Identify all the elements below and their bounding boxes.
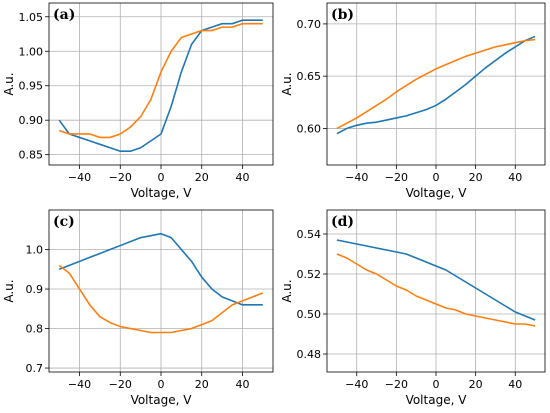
panel-label: (b) [331, 7, 354, 23]
x-tick-label: −20 [385, 378, 408, 391]
series-line [336, 239, 536, 321]
series-line [336, 253, 536, 327]
chart-panel: −40 −20 0 20 40 0.85 0.90 0.95 1.00 1.05 Voltage, … [2, 2, 274, 200]
series-line [58, 232, 263, 306]
x-tick-label: −40 [345, 171, 368, 184]
y-axis-label: A.u. [2, 72, 16, 95]
x-tick-label: −20 [109, 378, 132, 391]
x-tick-label: −40 [68, 378, 91, 391]
series-line [336, 35, 536, 135]
x-tick-label: −40 [345, 378, 368, 391]
x-tick-label: 40 [508, 171, 522, 184]
x-tick-label: 0 [433, 378, 440, 391]
x-tick-label: 0 [158, 171, 165, 184]
y-axis-label: A.u. [280, 279, 294, 302]
x-tick-label: 40 [235, 378, 249, 391]
series-line [336, 38, 536, 130]
y-tick-label: 0.85 [19, 149, 44, 162]
x-tick-label: −40 [68, 171, 91, 184]
y-tick-label: 0.7 [26, 362, 44, 375]
y-tick-label: 1.0 [26, 244, 44, 257]
panel-label: (a) [53, 7, 75, 23]
x-tick-label: 0 [433, 171, 440, 184]
y-tick-label: 0.65 [297, 70, 322, 83]
x-axis-label: Voltage, V [406, 393, 468, 407]
series-line [58, 22, 263, 139]
chart-panel: −40 −20 0 20 40 0.7 0.8 0.9 1.0 Voltage, V A.u. (c) [2, 209, 274, 407]
x-tick-label: 20 [195, 171, 209, 184]
x-tick-label: −20 [385, 171, 408, 184]
x-tick-label: 40 [508, 378, 522, 391]
y-tick-label: 1.05 [19, 11, 44, 24]
series-line [58, 19, 263, 153]
y-axis-label: A.u. [2, 279, 16, 302]
y-tick-label: 0.60 [297, 122, 322, 135]
y-axis-label: A.u. [280, 72, 294, 95]
panel-label: (c) [53, 214, 75, 230]
y-tick-label: 0.8 [26, 323, 44, 336]
chart-panel: −40 −20 0 20 40 0.60 0.65 0.70 Voltage, V A.u. (b) [280, 2, 546, 200]
x-axis-label: Voltage, V [131, 393, 193, 407]
series-line [58, 264, 264, 334]
y-tick-label: 0.54 [297, 228, 322, 241]
y-tick-label: 0.52 [297, 268, 322, 281]
x-tick-label: 0 [158, 378, 165, 391]
x-axis-label: Voltage, V [131, 186, 193, 200]
x-tick-label: 20 [469, 378, 483, 391]
x-tick-label: 40 [235, 171, 249, 184]
x-tick-label: 20 [195, 378, 209, 391]
y-tick-label: 0.95 [19, 80, 44, 93]
x-axis-label: Voltage, V [406, 186, 468, 200]
x-tick-label: 20 [469, 171, 483, 184]
x-tick-label: −20 [109, 171, 132, 184]
y-tick-label: 1.00 [19, 45, 44, 58]
y-tick-label: 0.50 [297, 308, 322, 321]
y-tick-label: 0.70 [297, 18, 322, 31]
y-tick-label: 0.90 [19, 114, 44, 127]
y-tick-label: 0.9 [26, 283, 44, 296]
y-tick-label: 0.48 [297, 348, 322, 361]
panel-label: (d) [331, 214, 354, 230]
chart-panel: −40 −20 0 20 40 0.48 0.50 0.52 0.54 Voltage, V A.u… [280, 209, 546, 407]
